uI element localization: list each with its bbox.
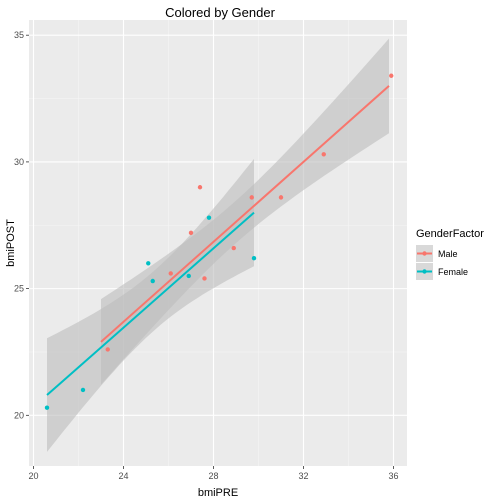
y-tick-label: 35 [14, 30, 24, 40]
female-data-point [251, 256, 257, 261]
female-data-point [206, 215, 212, 220]
x-tick-label: 20 [28, 471, 38, 481]
male-data-point [249, 195, 254, 200]
x-axis-ticks: 20 24 28 32 36 [28, 466, 399, 481]
legend: GenderFactor Male Female [416, 228, 484, 280]
chart-title: Colored by Gender [165, 5, 276, 20]
y-tick-label: 20 [14, 410, 24, 420]
female-data-point [146, 261, 151, 266]
y-axis-title: bmiPOST [5, 219, 17, 267]
female-data-point [44, 405, 50, 410]
data-points [44, 73, 394, 410]
confidence-ribbons [47, 38, 389, 452]
female-data-point [150, 278, 155, 284]
x-axis-title: bmiPRE [198, 487, 238, 499]
male-data-point [105, 347, 110, 352]
female-fit-line [46, 211, 255, 396]
fit-lines [46, 85, 390, 396]
female-legend-label: Female [438, 267, 468, 277]
male-data-point [231, 245, 236, 251]
y-tick-label: 30 [14, 157, 24, 167]
male-data-point [278, 195, 284, 200]
male-legend-label: Male [438, 249, 458, 259]
female-legend-key-point [422, 269, 427, 274]
female-data-point [186, 273, 191, 279]
male-fit-line [100, 85, 390, 343]
male-data-point [188, 230, 194, 236]
x-tick-label: 24 [118, 471, 128, 481]
male-data-point [321, 152, 326, 157]
y-axis-ticks: 20 25 30 35 [14, 30, 29, 420]
male-legend-key-point [422, 251, 427, 256]
x-tick-label: 28 [208, 471, 218, 481]
y-tick-label: 25 [14, 284, 24, 294]
male-data-point [197, 185, 203, 190]
legend-title: GenderFactor [416, 228, 484, 240]
male-data-point [202, 276, 207, 281]
x-tick-label: 32 [298, 471, 308, 481]
x-tick-label: 36 [388, 471, 398, 481]
male-data-point [168, 271, 173, 276]
female-confidence-ribbon [47, 158, 254, 452]
male-data-point [389, 73, 394, 78]
female-data-point [80, 387, 86, 393]
